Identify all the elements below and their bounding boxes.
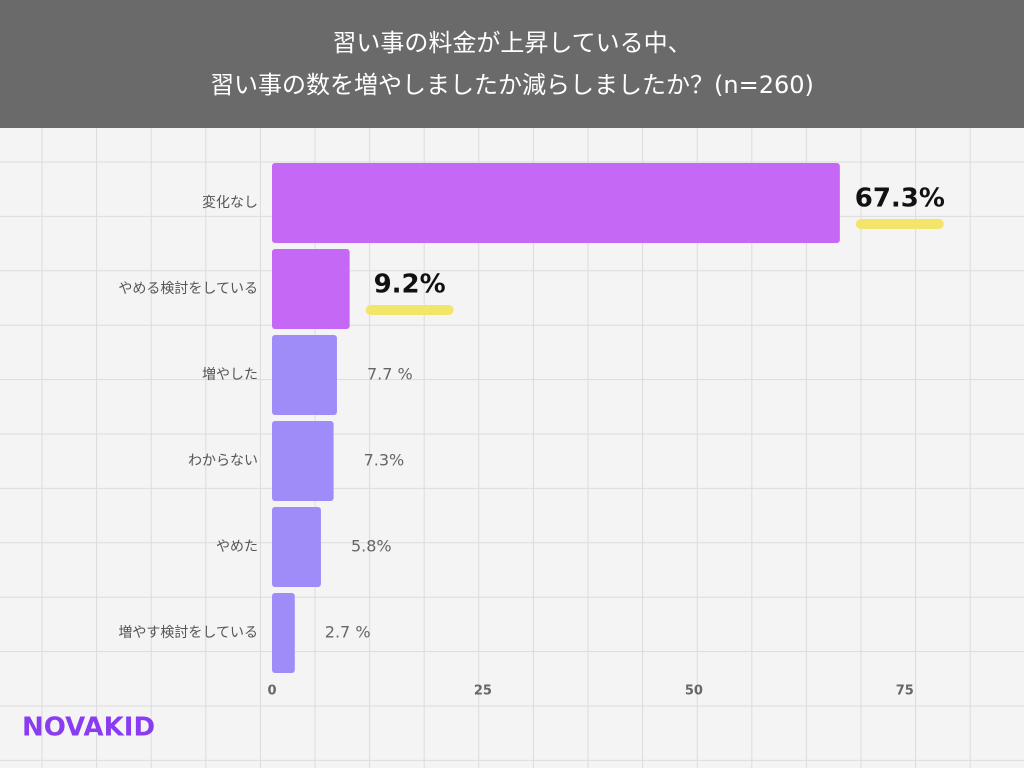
value-label: 5.8% <box>351 537 392 556</box>
value-label: 9.2% <box>374 270 446 300</box>
value-label: 7.3% <box>364 451 405 470</box>
y-tick-label: わからない <box>188 453 258 469</box>
value-label: 67.3% <box>855 184 945 214</box>
x-tick-label: 0 <box>267 684 276 699</box>
y-tick-label: 増やす検討をしている <box>118 625 258 641</box>
bar <box>272 249 350 329</box>
bar <box>272 163 840 243</box>
logo: NOVAKID <box>22 713 155 743</box>
y-tick-label: 増やした <box>202 367 258 383</box>
bar <box>272 593 295 673</box>
label-highlight <box>365 305 454 315</box>
chart-title: 習い事の料金が上昇している中、 <box>332 29 691 57</box>
y-tick-label: 変化なし <box>202 194 258 211</box>
bar <box>272 335 337 415</box>
x-tick-label: 75 <box>896 684 914 699</box>
value-label: 2.7 % <box>325 623 371 642</box>
y-tick-label: やめた <box>216 539 258 555</box>
label-highlight <box>855 219 944 229</box>
y-tick-label: やめる検討をしている <box>118 281 258 297</box>
x-tick-label: 25 <box>474 684 492 699</box>
chart-title: 習い事の数を増やしましたか減らしましたか？(n=260) <box>210 71 814 99</box>
x-tick-label: 50 <box>685 684 703 699</box>
bar <box>272 421 334 501</box>
bar <box>272 507 321 587</box>
value-label: 7.7 % <box>367 365 413 384</box>
header <box>0 0 1024 128</box>
